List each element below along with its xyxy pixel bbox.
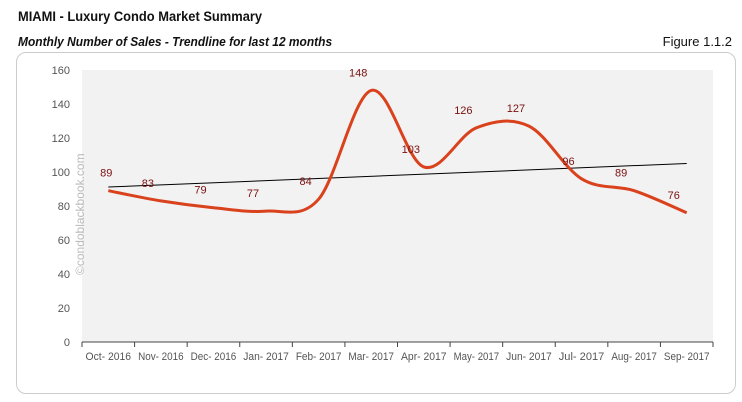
y-tick-label: 120 (52, 133, 70, 145)
chart-frame (16, 52, 736, 394)
trendline (108, 162, 687, 188)
data-label: 103 (402, 144, 420, 156)
sales-line (108, 88, 688, 215)
y-tick-label: 160 (52, 65, 70, 77)
y-tick-label: 40 (58, 269, 70, 281)
x-tick-label: Jun- 2017 (506, 351, 552, 363)
data-label: 126 (454, 105, 472, 117)
x-tick-label: Mar- 2017 (348, 351, 394, 363)
figure-number: Figure 1.1.2 (662, 34, 732, 49)
y-tick-label: 0 (64, 337, 70, 349)
x-tick-label: Sep- 2017 (664, 351, 710, 363)
data-label: 77 (247, 188, 259, 200)
report-title: MIAMI - Luxury Condo Market Summary (18, 8, 263, 24)
chart-subtitle: Monthly Number of Sales - Trendline for … (18, 34, 333, 49)
data-label: 96 (562, 156, 574, 168)
data-label: 89 (615, 168, 627, 180)
x-tick-label: Dec- 2016 (191, 351, 237, 363)
x-tick-label: Oct- 2016 (86, 351, 132, 363)
data-label: 83 (142, 178, 154, 190)
x-tick-label: May- 2017 (454, 351, 500, 363)
data-label: 148 (349, 67, 367, 79)
watermark: ©condoblackbook.com (73, 153, 87, 275)
y-tick-label: 140 (52, 99, 70, 111)
data-label: 76 (668, 190, 680, 202)
x-tick-label: Nov- 2016 (138, 351, 184, 363)
y-tick-label: 100 (52, 167, 70, 179)
data-label: 79 (194, 185, 206, 197)
plot-area (82, 70, 713, 342)
data-label: 84 (300, 176, 312, 188)
data-label: 89 (100, 168, 112, 180)
x-tick-label: Jul- 2017 (559, 351, 605, 363)
y-tick-label: 60 (58, 235, 70, 247)
data-label: 127 (507, 103, 525, 115)
x-tick-label: Apr- 2017 (401, 351, 447, 363)
x-tick-label: Feb- 2017 (296, 351, 342, 363)
y-tick-label: 20 (58, 303, 70, 315)
x-tick-label: Jan- 2017 (243, 351, 289, 363)
x-tick-label: Aug- 2017 (611, 351, 657, 363)
y-tick-label: 80 (58, 201, 70, 213)
